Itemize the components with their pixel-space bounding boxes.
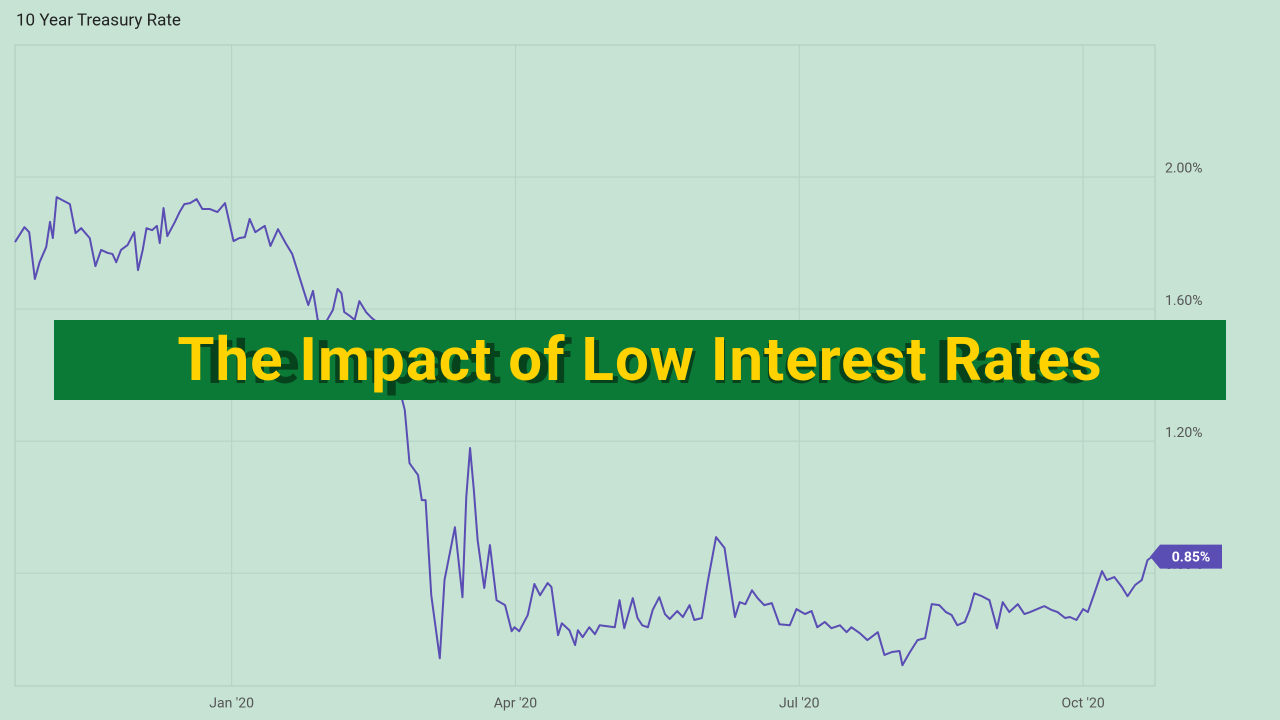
y-tick-label: 2.00% (1165, 161, 1203, 177)
series (14, 196, 1153, 667)
chart-title: 10 Year Treasury Rate (16, 10, 181, 30)
current-value-badge: 0.85% (1150, 544, 1222, 569)
banner: The Impact of Low Interest Rates The Imp… (54, 320, 1226, 400)
banner-background (54, 320, 1226, 400)
y-tick-label: 1.60% (1165, 293, 1203, 309)
line (14, 196, 1153, 667)
x-tick-label: Oct '20 (1061, 696, 1104, 712)
x-tick-label: Jul '20 (779, 696, 820, 712)
banner-shadow: The Impact of Low Interest Rates (196, 327, 1089, 398)
x-tick-label: Apr '20 (494, 696, 538, 712)
badge-label: 0.85% (1172, 549, 1211, 565)
y-tick-label: 1.20% (1165, 425, 1203, 441)
banner-title: The Impact of Low Interest Rates (177, 324, 1102, 395)
badge-shape (1150, 544, 1222, 569)
x-tick-label: Jan '20 (209, 696, 254, 712)
